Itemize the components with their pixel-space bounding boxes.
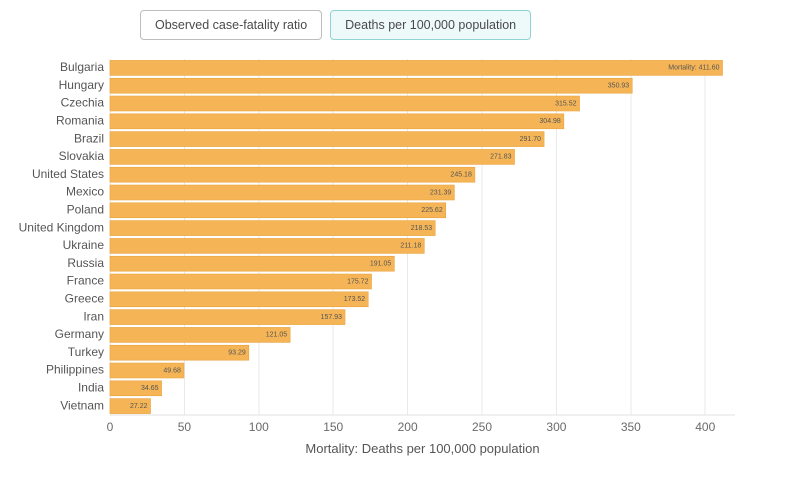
x-tick-label: 100 bbox=[249, 420, 269, 434]
chart-container: Observed case-fatality ratio Deaths per … bbox=[0, 0, 789, 500]
bar[interactable] bbox=[110, 327, 290, 342]
x-tick-label: 350 bbox=[621, 420, 641, 434]
category-label: France bbox=[67, 274, 105, 288]
bar-value-label: 245.18 bbox=[450, 172, 472, 179]
x-tick-label: 200 bbox=[398, 420, 418, 434]
bar-value-label: 350.93 bbox=[608, 83, 630, 90]
bar[interactable] bbox=[110, 60, 723, 75]
bar[interactable] bbox=[110, 274, 371, 289]
bar[interactable] bbox=[110, 167, 475, 182]
category-label: Romania bbox=[56, 113, 104, 127]
bar-value-label: Mortality: 411.60 bbox=[668, 65, 719, 72]
bar[interactable] bbox=[110, 114, 564, 129]
x-tick-label: 250 bbox=[472, 420, 492, 434]
x-tick-label: 150 bbox=[323, 420, 343, 434]
x-tick-label: 0 bbox=[107, 420, 114, 434]
bar-value-label: 225.62 bbox=[421, 207, 443, 214]
x-tick-label: 400 bbox=[695, 420, 715, 434]
bar[interactable] bbox=[110, 292, 368, 307]
bar-value-label: 157.93 bbox=[321, 314, 343, 321]
bar-value-label: 304.98 bbox=[539, 118, 561, 125]
bar[interactable] bbox=[110, 238, 424, 253]
x-axis-title: Mortality: Deaths per 100,000 population bbox=[305, 441, 539, 456]
bar[interactable] bbox=[110, 78, 632, 93]
category-label: Brazil bbox=[74, 131, 104, 145]
category-label: Iran bbox=[83, 309, 104, 323]
bar[interactable] bbox=[110, 256, 394, 271]
tabs: Observed case-fatality ratio Deaths per … bbox=[140, 10, 531, 40]
bar[interactable] bbox=[110, 310, 345, 325]
category-label: United States bbox=[32, 167, 104, 181]
category-label: Slovakia bbox=[59, 149, 105, 163]
category-label: United Kingdom bbox=[19, 220, 104, 234]
x-tick-label: 50 bbox=[178, 420, 192, 434]
category-label: Vietnam bbox=[60, 398, 104, 412]
category-label: Czechia bbox=[61, 96, 105, 110]
tab-deaths-per-100k[interactable]: Deaths per 100,000 population bbox=[330, 10, 531, 40]
category-label: Germany bbox=[55, 327, 104, 341]
category-label: Hungary bbox=[59, 78, 104, 92]
bar-value-label: 191.05 bbox=[370, 261, 392, 268]
bar-value-label: 27.22 bbox=[130, 403, 148, 410]
bar-value-label: 271.83 bbox=[490, 154, 512, 161]
bar-value-label: 49.68 bbox=[163, 367, 181, 374]
bar[interactable] bbox=[110, 96, 580, 111]
bar-value-label: 218.53 bbox=[411, 225, 433, 232]
category-label: Russia bbox=[67, 256, 104, 270]
x-tick-label: 300 bbox=[546, 420, 566, 434]
category-label: Bulgaria bbox=[60, 60, 104, 74]
bar[interactable] bbox=[110, 185, 454, 200]
category-label: Poland bbox=[67, 202, 104, 216]
bar-value-label: 93.29 bbox=[228, 350, 246, 357]
bar-value-label: 291.70 bbox=[520, 136, 542, 143]
bar-value-label: 173.52 bbox=[344, 296, 366, 303]
bar[interactable] bbox=[110, 132, 544, 147]
bar-value-label: 34.65 bbox=[141, 385, 159, 392]
tab-cfr[interactable]: Observed case-fatality ratio bbox=[140, 10, 322, 40]
bar-value-label: 315.52 bbox=[555, 100, 577, 107]
bar-value-label: 211.18 bbox=[400, 243, 421, 250]
category-label: India bbox=[78, 380, 104, 394]
category-label: Philippines bbox=[46, 363, 104, 377]
bar[interactable] bbox=[110, 203, 446, 218]
category-label: Mexico bbox=[66, 185, 104, 199]
bar-value-label: 231.39 bbox=[430, 189, 452, 196]
bar-chart: 050100150200250300350400BulgariaMortalit… bbox=[110, 55, 745, 465]
bar-value-label: 175.72 bbox=[347, 278, 369, 285]
bar[interactable] bbox=[110, 149, 515, 164]
category-label: Ukraine bbox=[63, 238, 105, 252]
category-label: Turkey bbox=[68, 345, 104, 359]
bar-value-label: 121.05 bbox=[266, 332, 288, 339]
bar[interactable] bbox=[110, 221, 435, 236]
category-label: Greece bbox=[65, 291, 105, 305]
